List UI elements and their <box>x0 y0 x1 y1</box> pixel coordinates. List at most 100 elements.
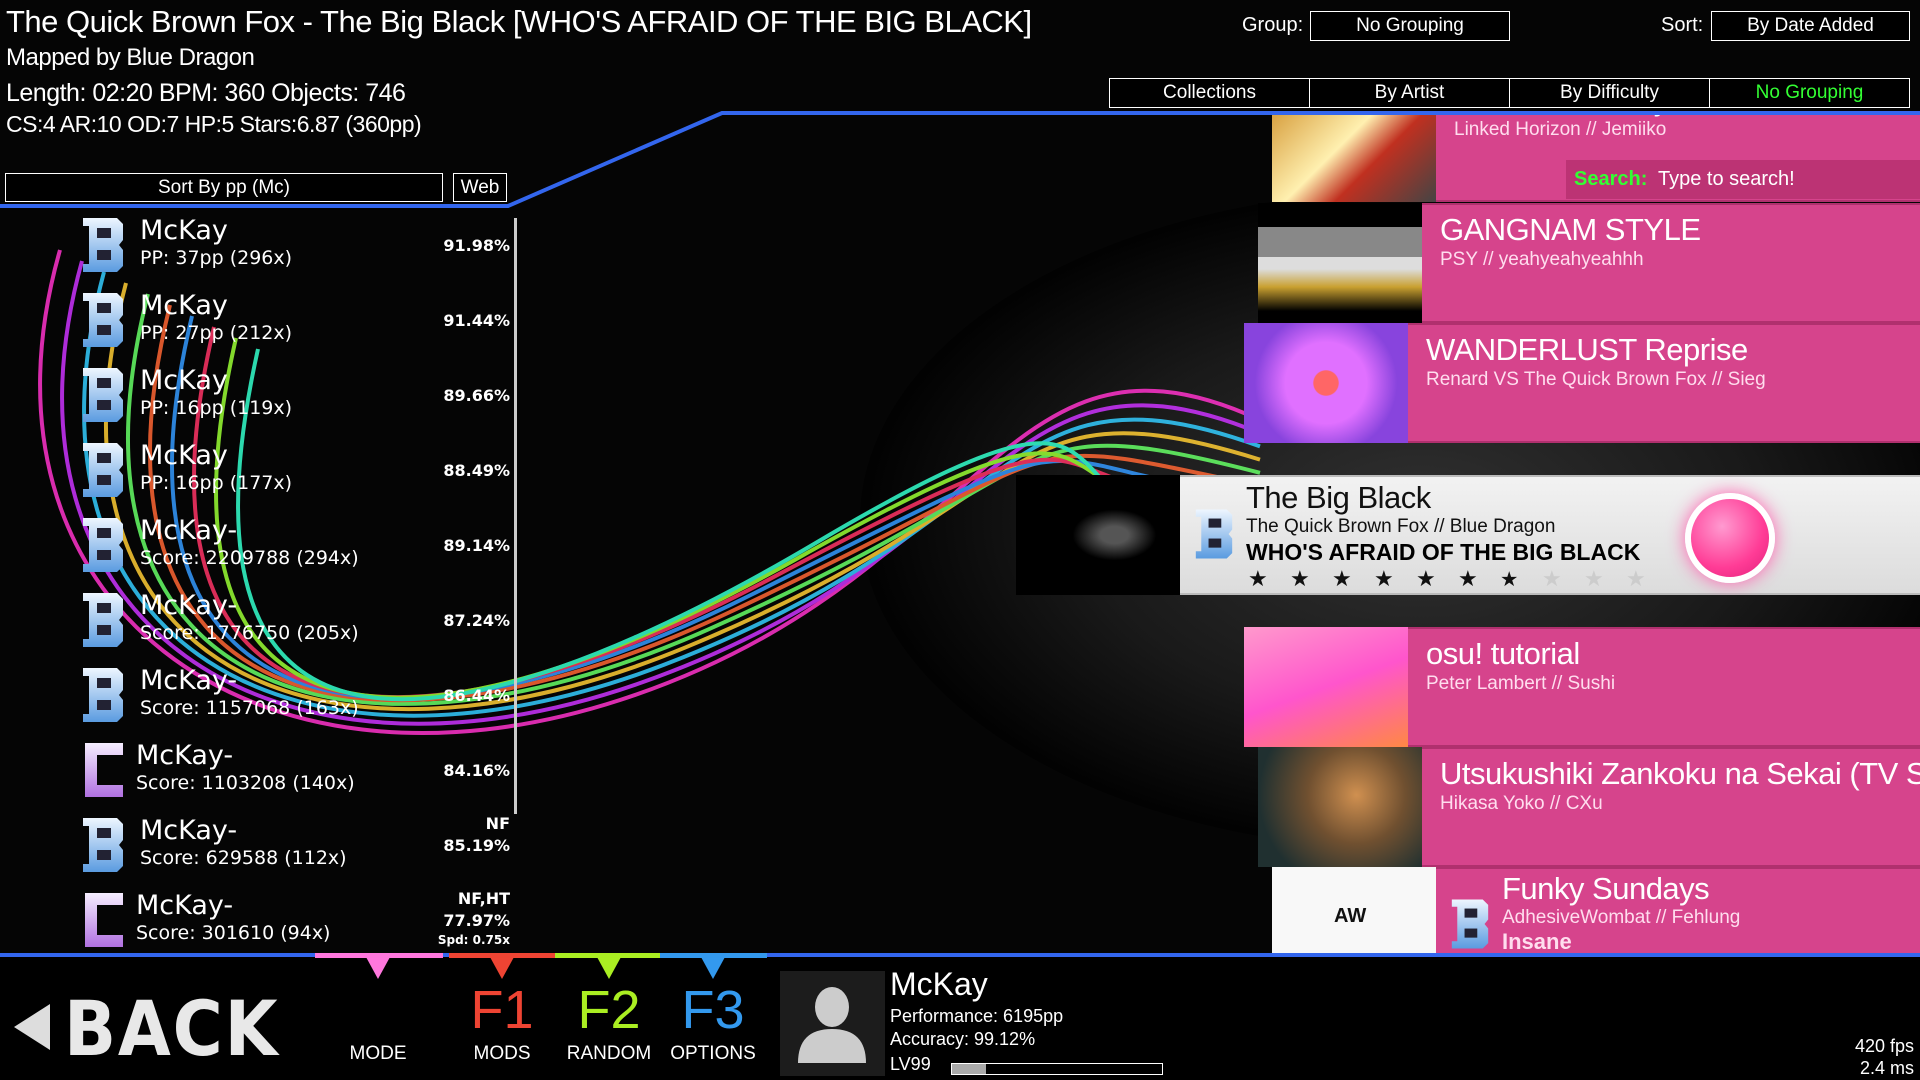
beatmap-difficulty-stats: CS:4 AR:10 OD:7 HP:5 Stars:6.87 (360pp) <box>6 111 422 137</box>
button-label: MODS <box>473 1043 531 1064</box>
score-detail: PP: 37pp (296x) <box>140 247 293 269</box>
button-color-bar <box>449 953 555 958</box>
song-card-selected[interactable]: The Big Black The Quick Brown Fox // Blue… <box>1016 475 1920 595</box>
level-progress-fill <box>952 1064 986 1074</box>
song-artist-mapper: The Quick Brown Fox // Blue Dragon <box>1246 516 1556 537</box>
grade-b-icon <box>83 593 123 647</box>
pointer-triangle-icon <box>366 957 390 979</box>
song-card[interactable]: WANDERLUST Reprise Renard VS The Quick Br… <box>1244 323 1920 443</box>
song-artist-mapper: AdhesiveWombat // Fehlung <box>1502 907 1741 928</box>
song-card[interactable]: osu! tutorial Peter Lambert // Sushi <box>1244 627 1920 747</box>
user-performance: Performance: 6195pp <box>890 1006 1064 1026</box>
score-list-scrollbar[interactable] <box>514 218 517 814</box>
function-key-label: F2 <box>577 980 641 1040</box>
score-detail: Score: 1157068 (163x) <box>140 697 359 719</box>
function-key-label: F1 <box>470 980 534 1040</box>
score-mods: NF,HT <box>457 889 510 908</box>
song-card[interactable]: Utsukushiki Zankoku na Sekai (TV Size)Hi… <box>1258 747 1920 867</box>
song-artist-mapper: Peter Lambert // Sushi <box>1426 673 1616 694</box>
button-label: MODE <box>349 1043 407 1064</box>
song-title: Utsukushiki Zankoku na Sekai (TV Size) <box>1440 756 1920 791</box>
button-mode[interactable]: MODE <box>318 950 438 1075</box>
score-row[interactable]: McKay- Score: 629588 (112x) NF 85.19% <box>0 814 510 893</box>
song-difficulty: WHO'S AFRAID OF THE BIG BLACK <box>1246 539 1641 565</box>
score-row[interactable]: McKay PP: 16pp (177x) 88.49% <box>0 441 510 518</box>
score-detail: Score: 2209788 (294x) <box>140 547 359 569</box>
score-accuracy: 91.44% <box>443 311 510 330</box>
user-silhouette-icon <box>798 987 866 1063</box>
song-title: Funky Sundays <box>1502 871 1710 906</box>
song-thumbnail <box>1244 323 1408 443</box>
button-label: OPTIONS <box>670 1043 756 1064</box>
user-level: LV99 <box>890 1054 931 1074</box>
score-accuracy: 89.14% <box>443 536 510 555</box>
tab-no-grouping[interactable]: No Grouping <box>1755 82 1864 103</box>
back-button[interactable]: BACK <box>12 984 284 1073</box>
song-thumbnail <box>1258 203 1422 323</box>
grade-b-icon <box>1195 509 1233 559</box>
button-color-bar <box>555 953 660 958</box>
song-card-body: osu! tutorial Peter Lambert // Sushi <box>1408 627 1920 747</box>
fps-counter: 420 fps <box>1854 1036 1914 1056</box>
score-detail: PP: 16pp (177x) <box>140 472 293 494</box>
star-icon: ★ <box>1374 566 1394 591</box>
background-swirl <box>126 293 1261 706</box>
avatar[interactable] <box>780 971 885 1076</box>
song-card-body: GANGNAM STYLE PSY // yeahyeahyeahhh <box>1422 203 1920 323</box>
song-card[interactable]: AW Funky Sundays AdhesiveWombat // Fehlun… <box>1272 867 1920 955</box>
back-label: BACK <box>64 984 280 1073</box>
song-title: The Big Black <box>1246 480 1431 515</box>
button-mods[interactable]: F1 MODS <box>442 950 562 1075</box>
search-placeholder: Type to search! <box>1658 168 1795 190</box>
sort-label: Sort: <box>1661 14 1704 36</box>
bottom-divider-line <box>0 953 1920 957</box>
search-label: Search: <box>1574 168 1648 190</box>
web-leaderboard-button[interactable]: Web <box>453 173 507 202</box>
tab-by-difficulty[interactable]: By Difficulty <box>1510 79 1710 107</box>
star-icon: ★ <box>1500 568 1519 591</box>
song-title: WANDERLUST Reprise <box>1426 332 1748 367</box>
background-swirl <box>148 304 1261 703</box>
button-options[interactable]: F3 OPTIONS <box>653 950 773 1075</box>
score-detail: Score: 1103208 (140x) <box>136 772 355 794</box>
score-row[interactable]: McKay PP: 16pp (119x) 89.66% <box>0 365 510 443</box>
score-row[interactable]: McKay- Score: 1157068 (163x) 86.44% <box>0 666 510 743</box>
score-accuracy: 91.98% <box>443 236 510 255</box>
search-box[interactable]: Search: Type to search! <box>1566 160 1920 199</box>
song-card-body: Funky Sundays AdhesiveWombat // Fehlung In… <box>1436 867 1920 955</box>
score-row[interactable]: McKay- Score: 2209788 (294x) 89.14% <box>0 515 510 593</box>
score-row[interactable]: McKay- Score: 1776750 (205x) 87.24% <box>0 591 510 668</box>
grade-b-icon <box>83 293 123 347</box>
sort-by-pp-button[interactable]: Sort By pp (Mc) <box>5 173 443 202</box>
score-speed: Spd: 0.75x <box>437 933 510 947</box>
song-thumbnail: AW <box>1272 867 1436 955</box>
score-player-name: McKay- <box>140 515 238 546</box>
group-label: Group: <box>1242 14 1304 36</box>
background-swirl <box>192 326 1261 700</box>
tab-by-artist[interactable]: By Artist <box>1310 79 1510 107</box>
grade-b-icon <box>83 518 123 572</box>
group-dropdown[interactable]: No Grouping <box>1310 11 1510 41</box>
song-card[interactable]: GANGNAM STYLE PSY // yeahyeahyeahhh <box>1258 203 1920 323</box>
bottom-bar <box>0 955 1920 1080</box>
score-row[interactable]: McKay- Score: 301610 (94x) NF,HT 77.97% Spd:… <box>0 889 510 968</box>
tab-collections[interactable]: Collections <box>1110 79 1310 107</box>
header-divider-line <box>0 111 1920 208</box>
sort-dropdown[interactable]: By Date Added <box>1711 11 1910 41</box>
grade-c-icon <box>85 743 123 797</box>
button-random[interactable]: F2 RANDOM <box>549 950 669 1075</box>
score-detail: Score: 1776750 (205x) <box>140 622 359 644</box>
grade-b-icon <box>83 443 123 497</box>
score-row[interactable]: McKay PP: 37pp (296x) 91.98% <box>0 216 510 293</box>
score-row[interactable]: McKay- Score: 1103208 (140x) 84.16% <box>0 741 510 818</box>
score-row[interactable]: McKay PP: 27pp (212x) 91.44% <box>0 291 510 368</box>
score-player-name: McKay <box>140 365 228 396</box>
song-artist-mapper: Hikasa Yoko // CXu <box>1440 793 1603 814</box>
button-color-bar <box>315 953 443 958</box>
adhesivewombat-logo: AW <box>1334 905 1367 927</box>
star-icon: ★ <box>1458 566 1478 591</box>
song-thumbnail <box>1244 627 1408 747</box>
level-progress-bar <box>951 1063 1163 1075</box>
score-detail: Score: 301610 (94x) <box>136 922 331 944</box>
song-title: osu! tutorial <box>1426 636 1580 671</box>
